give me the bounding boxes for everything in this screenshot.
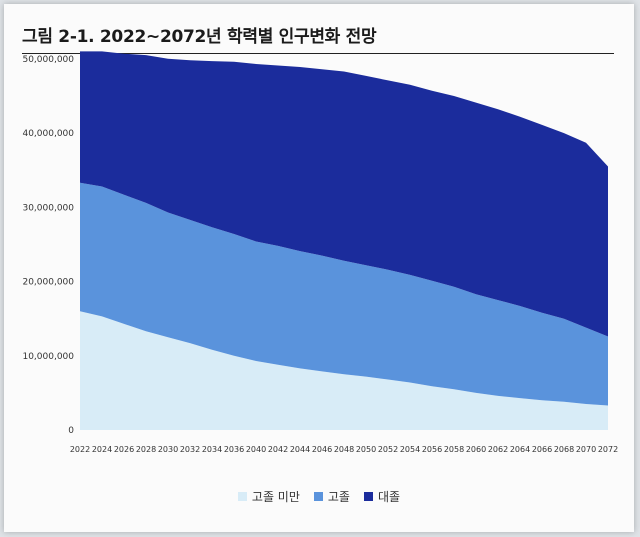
- figure-panel: 그림 2-1. 2022~2072년 학력별 인구변화 전망 0 10,000,0…: [4, 4, 634, 532]
- area-series-1: [80, 182, 608, 406]
- legend-label: 대졸: [377, 490, 401, 504]
- y-tick-label: 30,000,000: [22, 203, 74, 213]
- legend-label: 고졸: [327, 490, 350, 504]
- legend-item: 고졸 미만: [237, 488, 300, 505]
- legend-item: 고졸: [313, 488, 350, 505]
- x-tick-label: 2032: [180, 445, 200, 454]
- chart-legend: 고졸 미만 고졸 대졸: [4, 488, 634, 505]
- x-tick-label: 2040: [246, 445, 266, 454]
- stacked-area-chart: 0 10,000,000 20,000,000 30,000,000 40,000,00…: [22, 51, 618, 454]
- legend-swatch: [237, 492, 247, 501]
- x-tick-label: 2048: [334, 445, 354, 454]
- x-tick-label: 2024: [92, 445, 112, 454]
- x-tick-label: 2042: [268, 445, 288, 454]
- y-tick-label: 20,000,000: [22, 278, 74, 288]
- legend-swatch: [363, 492, 373, 501]
- x-tick-label: 2046: [312, 445, 332, 454]
- y-tick-label: 50,000,000: [22, 55, 74, 65]
- x-tick-label: 2072: [598, 445, 618, 454]
- x-tick-label: 2062: [488, 445, 508, 454]
- y-tick-label: 10,000,000: [22, 352, 74, 362]
- x-tick-label: 2030: [158, 445, 178, 454]
- legend-label: 고졸 미만: [251, 490, 300, 504]
- x-tick-label: 2054: [400, 445, 420, 454]
- x-tick-label: 2066: [532, 445, 552, 454]
- x-tick-label: 2044: [290, 445, 310, 454]
- x-tick-label: 2022: [70, 445, 90, 454]
- legend-item: 대졸: [363, 488, 401, 505]
- x-tick-label: 2034: [202, 445, 222, 454]
- y-tick-label: 40,000,000: [22, 129, 74, 139]
- x-tick-label: 2056: [422, 445, 442, 454]
- x-tick-label: 2026: [114, 445, 134, 454]
- x-tick-label: 2052: [378, 445, 398, 454]
- figure-title: 그림 2-1. 2022~2072년 학력별 인구변화 전망: [22, 27, 377, 47]
- x-tick-label: 2060: [466, 445, 486, 454]
- x-tick-label: 2050: [356, 445, 376, 454]
- x-tick-label: 2070: [576, 445, 596, 454]
- legend-swatch: [313, 492, 323, 501]
- area-series-0: [80, 311, 608, 430]
- area-series-2: [80, 51, 608, 337]
- x-tick-label: 2058: [444, 445, 464, 454]
- title-rule: [22, 53, 614, 54]
- x-tick-label: 2036: [224, 445, 244, 454]
- y-tick-label: 0: [68, 426, 74, 436]
- x-tick-label: 2064: [510, 445, 530, 454]
- x-tick-label: 2028: [136, 445, 156, 454]
- x-tick-label: 2068: [554, 445, 574, 454]
